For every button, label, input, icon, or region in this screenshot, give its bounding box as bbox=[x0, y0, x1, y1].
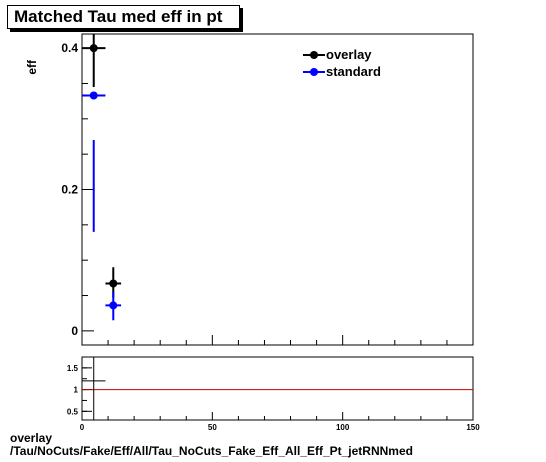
ratio-x-tick-label: 50 bbox=[208, 423, 217, 432]
legend-marker-overlay bbox=[310, 51, 318, 59]
chart-title: Matched Tau med eff in pt bbox=[7, 5, 240, 29]
data-point-overlay bbox=[109, 279, 118, 288]
main-plot-frame bbox=[81, 33, 474, 346]
ratio-y-tick-label: 0.5 bbox=[67, 407, 79, 416]
ratio-y-tick-label: 1.5 bbox=[67, 364, 79, 373]
main-y-tick-label: 0.2 bbox=[61, 183, 78, 197]
footer: overlay /Tau/NoCuts/Fake/Eff/All/Tau_NoC… bbox=[10, 432, 413, 458]
legend-entry-standard: standard bbox=[303, 64, 381, 79]
legend-entry-overlay: overlay bbox=[303, 47, 372, 62]
main-x-ticks bbox=[81, 335, 474, 345]
legend-label-overlay: overlay bbox=[326, 47, 372, 62]
footer-line-1: overlay bbox=[10, 431, 53, 445]
ratio-x-tick-label: 0 bbox=[80, 423, 85, 432]
ratio-x-axis: 0 50 100 150 bbox=[80, 412, 480, 432]
ratio-x-tick-label: 100 bbox=[336, 423, 350, 432]
ratio-x-tick-label: 150 bbox=[466, 423, 480, 432]
legend: overlay standard bbox=[303, 47, 381, 79]
main-y-axis-label: eff bbox=[25, 59, 39, 75]
legend-label-standard: standard bbox=[326, 64, 381, 79]
main-y-axis: 0 0.2 0.4 bbox=[61, 41, 94, 338]
main-y-tick-label: 0 bbox=[71, 324, 78, 338]
data-point-standard bbox=[109, 301, 118, 310]
data-point-overlay bbox=[89, 44, 98, 53]
ratio-y-tick-label: 1 bbox=[74, 386, 79, 395]
footer-line-2: /Tau/NoCuts/Fake/Eff/All/Tau_NoCuts_Fake… bbox=[10, 444, 413, 458]
data-point-standard bbox=[89, 91, 98, 100]
main-data-points bbox=[82, 34, 122, 321]
legend-marker-standard bbox=[310, 68, 318, 76]
main-y-tick-label: 0.4 bbox=[61, 41, 78, 55]
ratio-data bbox=[82, 357, 473, 420]
ratio-plot-frame bbox=[81, 356, 474, 421]
